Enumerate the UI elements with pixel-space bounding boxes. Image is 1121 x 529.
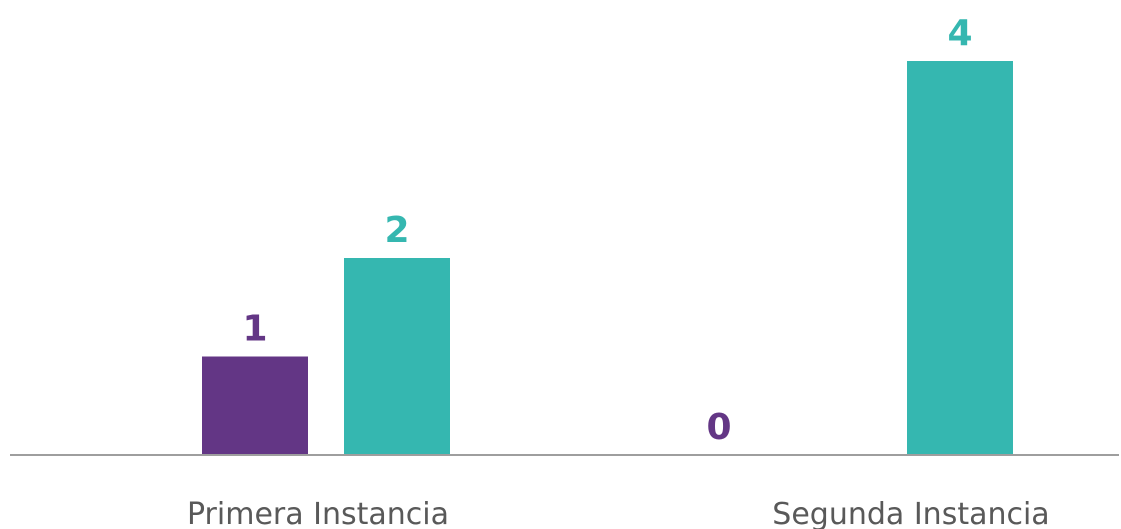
- category-labels: Primera Instancia Segunda Instancia: [187, 497, 1050, 529]
- data-label-2-2: 4: [947, 13, 972, 54]
- data-label-2-1: 2: [384, 210, 409, 251]
- data-label-1-2: 0: [706, 407, 731, 448]
- bar-2-1: [344, 258, 450, 455]
- bar-2-2: [907, 61, 1013, 455]
- category-label-2: Segunda Instancia: [772, 497, 1049, 529]
- data-label-1-1: 1: [242, 309, 267, 350]
- category-label-1: Primera Instancia: [187, 497, 449, 529]
- bar-1-1: [202, 356, 308, 455]
- bars-layer: [202, 61, 1013, 455]
- labels-layer: 1 2 0 4: [242, 13, 972, 448]
